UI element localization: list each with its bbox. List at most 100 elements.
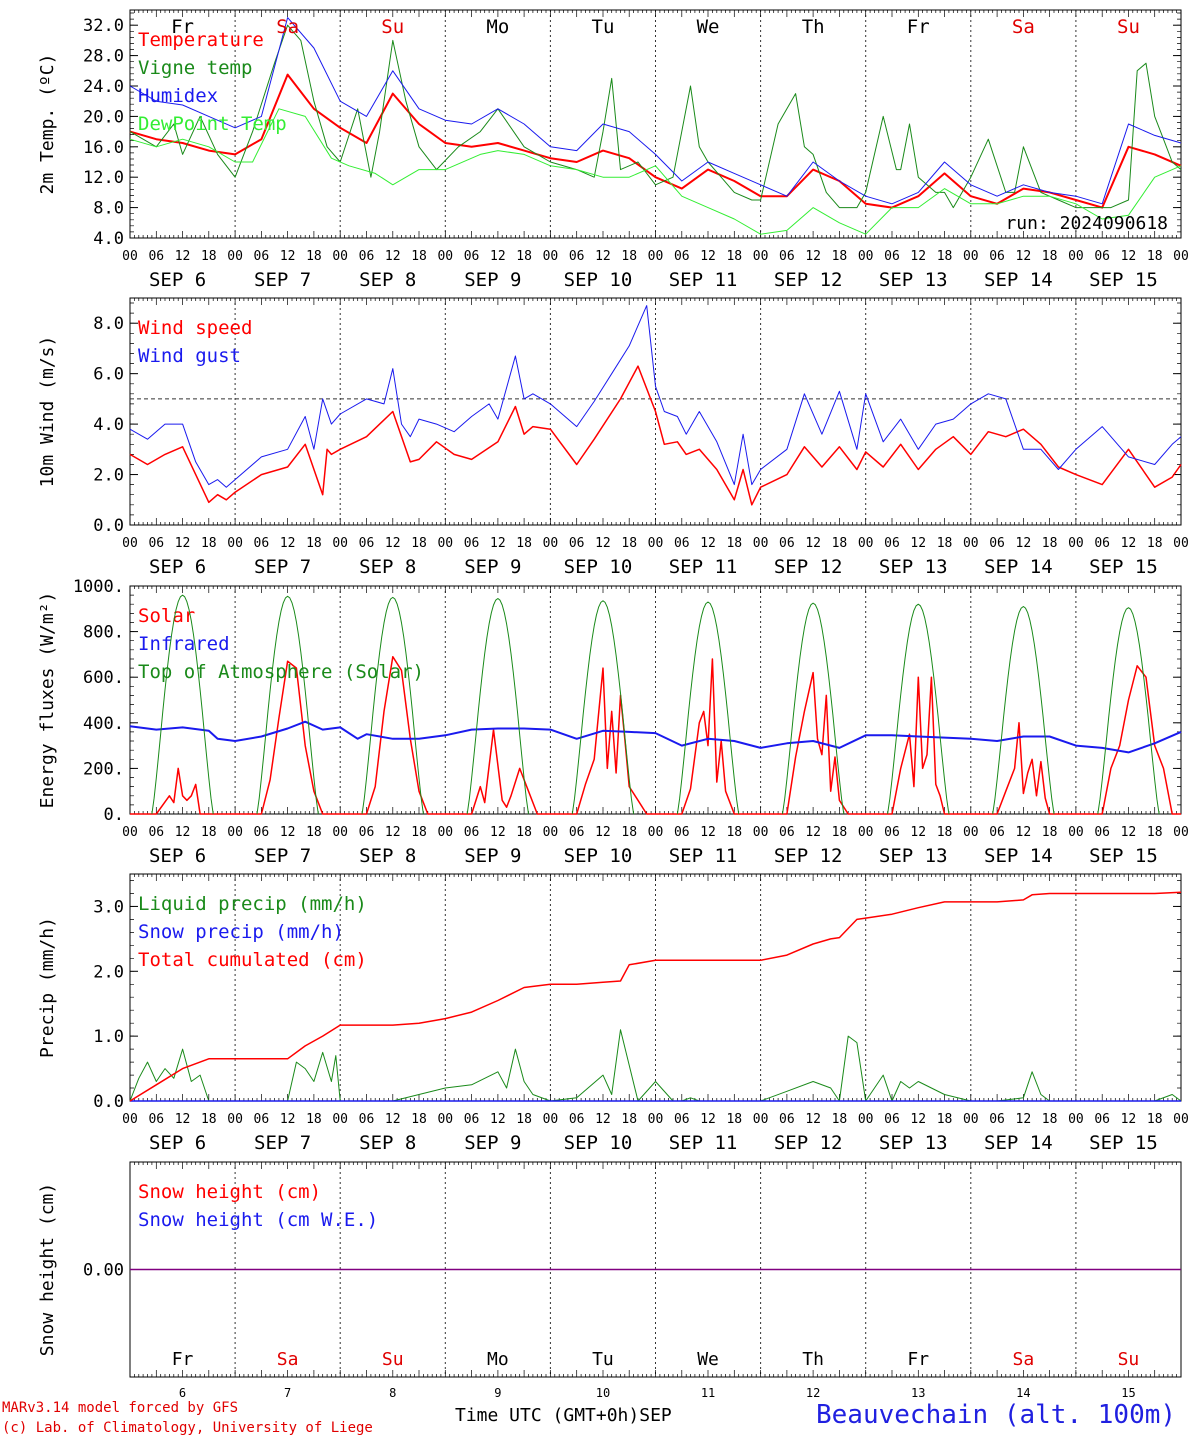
day-label: SEP 8 — [359, 556, 416, 578]
hour-tick-label: 18 — [1147, 1112, 1163, 1127]
y-tick-label: 0.0 — [93, 1092, 124, 1112]
hour-tick-label: 06 — [359, 1112, 375, 1127]
hour-tick-label: 06 — [569, 536, 585, 551]
weekday-label: Tu — [592, 16, 615, 38]
hour-tick-label: 12 — [1016, 825, 1032, 840]
series-line — [129, 73, 1182, 209]
hour-tick-label: 12 — [490, 825, 506, 840]
weekday-label: Su — [381, 16, 404, 38]
hour-tick-label: 12 — [175, 536, 191, 551]
hour-tick-label: 18 — [937, 536, 953, 551]
day-label: SEP 12 — [774, 845, 843, 867]
legend-entry: Snow height (cm W.E.) — [138, 1209, 378, 1231]
y-tick-label: 0.00 — [83, 1261, 124, 1281]
hour-tick-label: 06 — [569, 249, 585, 264]
series-line — [129, 305, 1182, 488]
y-tick-label: 12.0 — [83, 168, 124, 188]
hour-tick-label: 00 — [437, 825, 453, 840]
day-label: SEP 10 — [564, 1132, 633, 1154]
hour-tick-label: 00 — [437, 249, 453, 264]
y-tick-label: 4.0 — [93, 415, 124, 435]
hour-tick-label: 12 — [280, 536, 296, 551]
hour-tick-label: 12 — [595, 536, 611, 551]
hour-tick-label: 06 — [884, 536, 900, 551]
weekday-label: Su — [1117, 16, 1140, 38]
hour-tick-label: 12 — [595, 825, 611, 840]
weekday-label: Sa — [277, 1349, 299, 1370]
hour-tick-label: 18 — [832, 536, 848, 551]
hour-tick-label: 00 — [543, 1112, 559, 1127]
y-tick-label: 20.0 — [83, 107, 124, 127]
hour-tick-label: 06 — [569, 1112, 585, 1127]
hour-tick-label: 12 — [910, 536, 926, 551]
hour-tick-label: 12 — [700, 249, 716, 264]
hour-tick-label: 00 — [332, 825, 348, 840]
day-label: SEP 7 — [254, 845, 311, 867]
y-axis-label: Precip (mm/h) — [37, 917, 58, 1058]
hour-tick-label: 18 — [1042, 825, 1058, 840]
hour-tick-label: 00 — [648, 825, 664, 840]
hour-tick-label: 06 — [569, 825, 585, 840]
hour-tick-label: 00 — [122, 249, 138, 264]
weekday-label: Th — [802, 16, 825, 38]
weekday-label: Sa — [1013, 1349, 1035, 1370]
hour-tick-label: 06 — [254, 536, 270, 551]
credits-line-1: MARv3.14 model forced by GFS — [2, 1400, 239, 1416]
hour-tick-label: 18 — [516, 825, 532, 840]
legend-entry: Solar — [138, 605, 195, 627]
hour-tick-label: 18 — [306, 1112, 322, 1127]
y-tick-label: 24.0 — [83, 77, 124, 97]
hour-tick-label: 00 — [753, 536, 769, 551]
day-label: SEP 15 — [1089, 845, 1158, 867]
hour-tick-label: 06 — [1094, 825, 1110, 840]
day-label: SEP 14 — [984, 1132, 1053, 1154]
hour-tick-label: 12 — [175, 249, 191, 264]
panel-frame — [129, 585, 1182, 815]
hour-tick-label: 12 — [805, 825, 821, 840]
hour-tick-label: 18 — [1147, 249, 1163, 264]
hour-tick-label: 18 — [937, 825, 953, 840]
day-label: SEP 12 — [774, 1132, 843, 1154]
hour-tick-label: 18 — [832, 1112, 848, 1127]
legend-entry: DewPoint Temp — [138, 113, 287, 135]
legend-entry: Vigne temp — [138, 57, 252, 79]
hour-tick-label: 00 — [543, 536, 559, 551]
hour-tick-label: 12 — [595, 249, 611, 264]
day-label: SEP 10 — [564, 269, 633, 291]
hour-tick-label: 18 — [621, 249, 637, 264]
y-tick-label: 600. — [83, 668, 124, 688]
day-label: SEP 13 — [879, 845, 948, 867]
hour-tick-label: 00 — [648, 1112, 664, 1127]
hour-tick-label: 18 — [937, 249, 953, 264]
hour-tick-label: 18 — [201, 825, 217, 840]
series-line — [129, 891, 1182, 1102]
hour-tick-label: 00 — [332, 536, 348, 551]
hour-tick-label: 18 — [1147, 536, 1163, 551]
hour-tick-label: 00 — [1173, 249, 1189, 264]
hour-tick-label: 06 — [148, 249, 164, 264]
series-line — [130, 655, 1181, 815]
day-label: SEP 6 — [149, 845, 206, 867]
hour-tick-label: 06 — [1094, 1112, 1110, 1127]
day-number-label: 15 — [1121, 1386, 1135, 1400]
hour-tick-label: 12 — [910, 1112, 926, 1127]
hour-tick-label: 18 — [411, 825, 427, 840]
x-axis-ticks — [129, 1162, 1182, 1377]
weekday-label: Fr — [907, 1349, 929, 1370]
x-axis-month: SEP — [639, 1405, 672, 1426]
hour-tick-label: 00 — [1068, 825, 1084, 840]
hour-tick-label: 18 — [306, 825, 322, 840]
hour-tick-label: 12 — [1121, 249, 1137, 264]
y-axis-label: Snow height (cm) — [37, 1183, 58, 1356]
y-tick-label: 6.0 — [93, 365, 124, 385]
station-name: Beauvechain (alt. 100m) — [816, 1400, 1177, 1430]
hour-tick-label: 12 — [1121, 825, 1137, 840]
day-label: SEP 11 — [669, 269, 738, 291]
hour-tick-label: 06 — [148, 825, 164, 840]
weekday-label: Fr — [172, 1349, 194, 1370]
hour-tick-label: 00 — [1173, 1112, 1189, 1127]
day-label: SEP 6 — [149, 269, 206, 291]
weekday-label: Su — [1118, 1349, 1140, 1370]
legend-entry: Infrared — [138, 633, 230, 655]
